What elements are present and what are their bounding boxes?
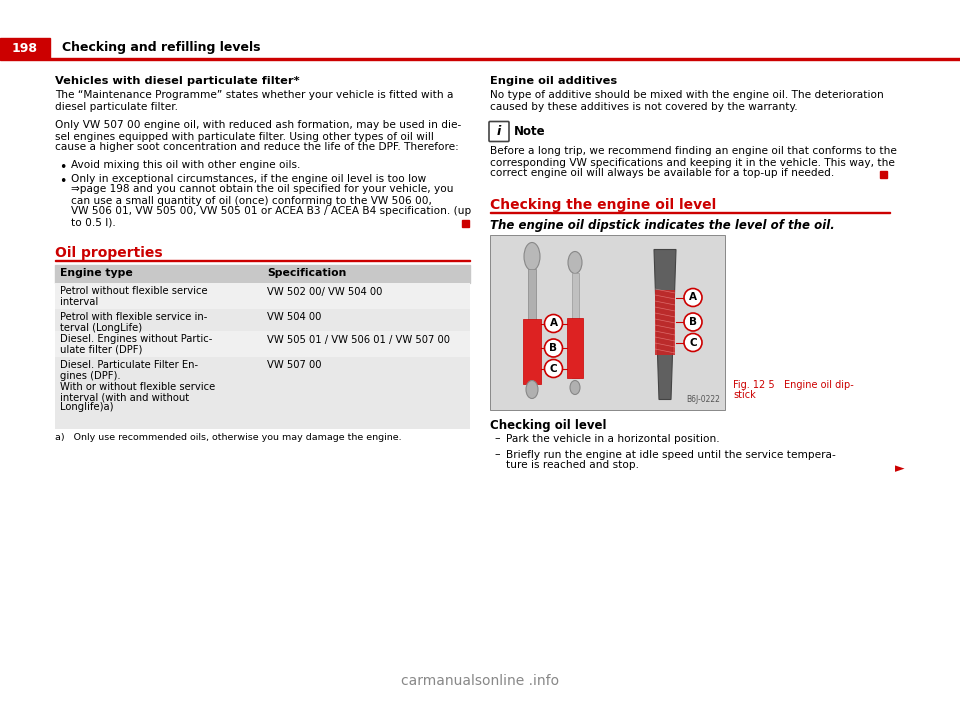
Circle shape	[684, 289, 702, 306]
Bar	[490, 235, 725, 409]
Text: Park the vehicle in a horizontal position.: Park the vehicle in a horizontal positio…	[506, 433, 720, 444]
Text: Petrol without flexible service: Petrol without flexible service	[60, 287, 207, 297]
Text: cause a higher soot concentration and reduce the life of the DPF. Therefore:: cause a higher soot concentration and re…	[55, 142, 459, 153]
Text: ⇒page 198 and you cannot obtain the oil specified for your vehicle, you: ⇒page 198 and you cannot obtain the oil …	[71, 184, 453, 194]
Text: Checking the engine oil level: Checking the engine oil level	[490, 198, 716, 212]
Text: a)   Only use recommended oils, otherwise you may damage the engine.: a) Only use recommended oils, otherwise …	[55, 433, 401, 442]
Bar	[571, 273, 579, 378]
Bar	[0, 38, 50, 58]
Text: terval (LongLife): terval (LongLife)	[60, 323, 142, 333]
Text: Checking oil level: Checking oil level	[490, 419, 607, 433]
Bar	[490, 212, 890, 213]
Bar	[55, 330, 470, 357]
Text: With or without flexible service: With or without flexible service	[60, 381, 215, 391]
Text: C: C	[689, 337, 697, 348]
Bar	[0, 58, 960, 60]
Text: ulate filter (DPF): ulate filter (DPF)	[60, 345, 142, 355]
Text: i: i	[497, 125, 501, 138]
Polygon shape	[654, 250, 676, 400]
Circle shape	[544, 339, 563, 357]
Text: Only VW 507 00 engine oil, with reduced ash formation, may be used in die-: Only VW 507 00 engine oil, with reduced …	[55, 121, 461, 130]
Text: caused by these additives is not covered by the warranty.: caused by these additives is not covered…	[490, 102, 798, 111]
Text: corresponding VW specifications and keeping it in the vehicle. This way, the: corresponding VW specifications and keep…	[490, 158, 895, 168]
Text: 198: 198	[12, 41, 38, 55]
Text: Note: Note	[514, 125, 545, 138]
Bar	[567, 318, 583, 378]
Circle shape	[544, 315, 563, 332]
Text: –: –	[494, 449, 499, 459]
Text: Vehicles with diesel particulate filter*: Vehicles with diesel particulate filter*	[55, 76, 300, 86]
Text: interval: interval	[60, 297, 98, 307]
Text: Petrol with flexible service in-: Petrol with flexible service in-	[60, 313, 207, 322]
Text: Checking and refilling levels: Checking and refilling levels	[62, 41, 260, 55]
Text: Briefly run the engine at idle speed until the service tempera-: Briefly run the engine at idle speed unt…	[506, 449, 836, 459]
Text: B: B	[689, 317, 697, 327]
Bar	[55, 283, 470, 308]
Text: VW 502 00/ VW 504 00: VW 502 00/ VW 504 00	[267, 287, 382, 297]
Text: sel engines equipped with particulate filter. Using other types of oil will: sel engines equipped with particulate fi…	[55, 132, 434, 142]
Text: VW 507 00: VW 507 00	[267, 360, 322, 371]
Text: The “Maintenance Programme” states whether your vehicle is fitted with a: The “Maintenance Programme” states wheth…	[55, 90, 453, 100]
Text: diesel particulate filter.: diesel particulate filter.	[55, 102, 178, 111]
Text: ture is reached and stop.: ture is reached and stop.	[506, 461, 639, 470]
Text: Engine type: Engine type	[60, 268, 132, 278]
Text: Fig. 12 5   Engine oil dip-: Fig. 12 5 Engine oil dip-	[733, 379, 853, 390]
Bar	[55, 308, 470, 330]
Ellipse shape	[568, 252, 582, 273]
Ellipse shape	[570, 381, 580, 395]
Text: Diesel. Engines without Partic-: Diesel. Engines without Partic-	[60, 334, 212, 344]
Text: to 0.5 l).: to 0.5 l).	[71, 217, 116, 228]
Text: can use a small quantity of oil (once) conforming to the VW 506 00,: can use a small quantity of oil (once) c…	[71, 196, 432, 205]
Text: Engine oil additives: Engine oil additives	[490, 76, 617, 86]
Text: stick: stick	[733, 390, 756, 400]
Bar	[523, 318, 541, 383]
Bar	[55, 259, 470, 261]
Circle shape	[684, 313, 702, 331]
Text: Oil properties: Oil properties	[55, 245, 162, 259]
Text: No type of additive should be mixed with the engine oil. The deterioration: No type of additive should be mixed with…	[490, 90, 884, 100]
FancyBboxPatch shape	[489, 121, 509, 142]
Text: C: C	[550, 364, 558, 374]
Bar	[462, 219, 469, 226]
Bar	[655, 290, 675, 355]
Text: The engine oil dipstick indicates the level of the oil.: The engine oil dipstick indicates the le…	[490, 219, 835, 231]
Text: Before a long trip, we recommend finding an engine oil that conforms to the: Before a long trip, we recommend finding…	[490, 147, 897, 156]
Circle shape	[684, 334, 702, 351]
Text: Avoid mixing this oil with other engine oils.: Avoid mixing this oil with other engine …	[71, 160, 300, 170]
Text: B6J-0222: B6J-0222	[686, 395, 720, 404]
Circle shape	[544, 360, 563, 378]
Text: Only in exceptional circumstances, if the engine oil level is too low: Only in exceptional circumstances, if th…	[71, 174, 426, 184]
Text: •: •	[59, 161, 66, 174]
Text: VW 505 01 / VW 506 01 / VW 507 00: VW 505 01 / VW 506 01 / VW 507 00	[267, 334, 450, 344]
Text: •: •	[59, 175, 66, 187]
Text: carmanualsonline .info: carmanualsonline .info	[401, 674, 559, 688]
Text: Diesel. Particulate Filter En-: Diesel. Particulate Filter En-	[60, 360, 198, 371]
Text: A: A	[549, 318, 558, 329]
Text: interval (with and without: interval (with and without	[60, 392, 189, 402]
Text: Specification: Specification	[267, 268, 347, 278]
Ellipse shape	[526, 381, 538, 398]
Text: Longlife)a): Longlife)a)	[60, 402, 113, 412]
Text: B: B	[549, 343, 558, 353]
Text: correct engine oil will always be available for a top-up if needed.: correct engine oil will always be availa…	[490, 168, 834, 179]
Text: ►: ►	[895, 463, 904, 475]
Bar	[880, 170, 887, 177]
Text: VW 506 01, VW 505 00, VW 505 01 or ACEA B3 / ACEA B4 specification. (up: VW 506 01, VW 505 00, VW 505 01 or ACEA …	[71, 207, 471, 217]
Text: VW 504 00: VW 504 00	[267, 313, 322, 322]
Bar	[55, 357, 470, 428]
Bar	[528, 268, 536, 379]
Text: A: A	[689, 292, 697, 303]
Bar	[55, 264, 470, 283]
Text: gines (DPF).: gines (DPF).	[60, 371, 121, 381]
Ellipse shape	[524, 243, 540, 271]
Text: –: –	[494, 433, 499, 444]
